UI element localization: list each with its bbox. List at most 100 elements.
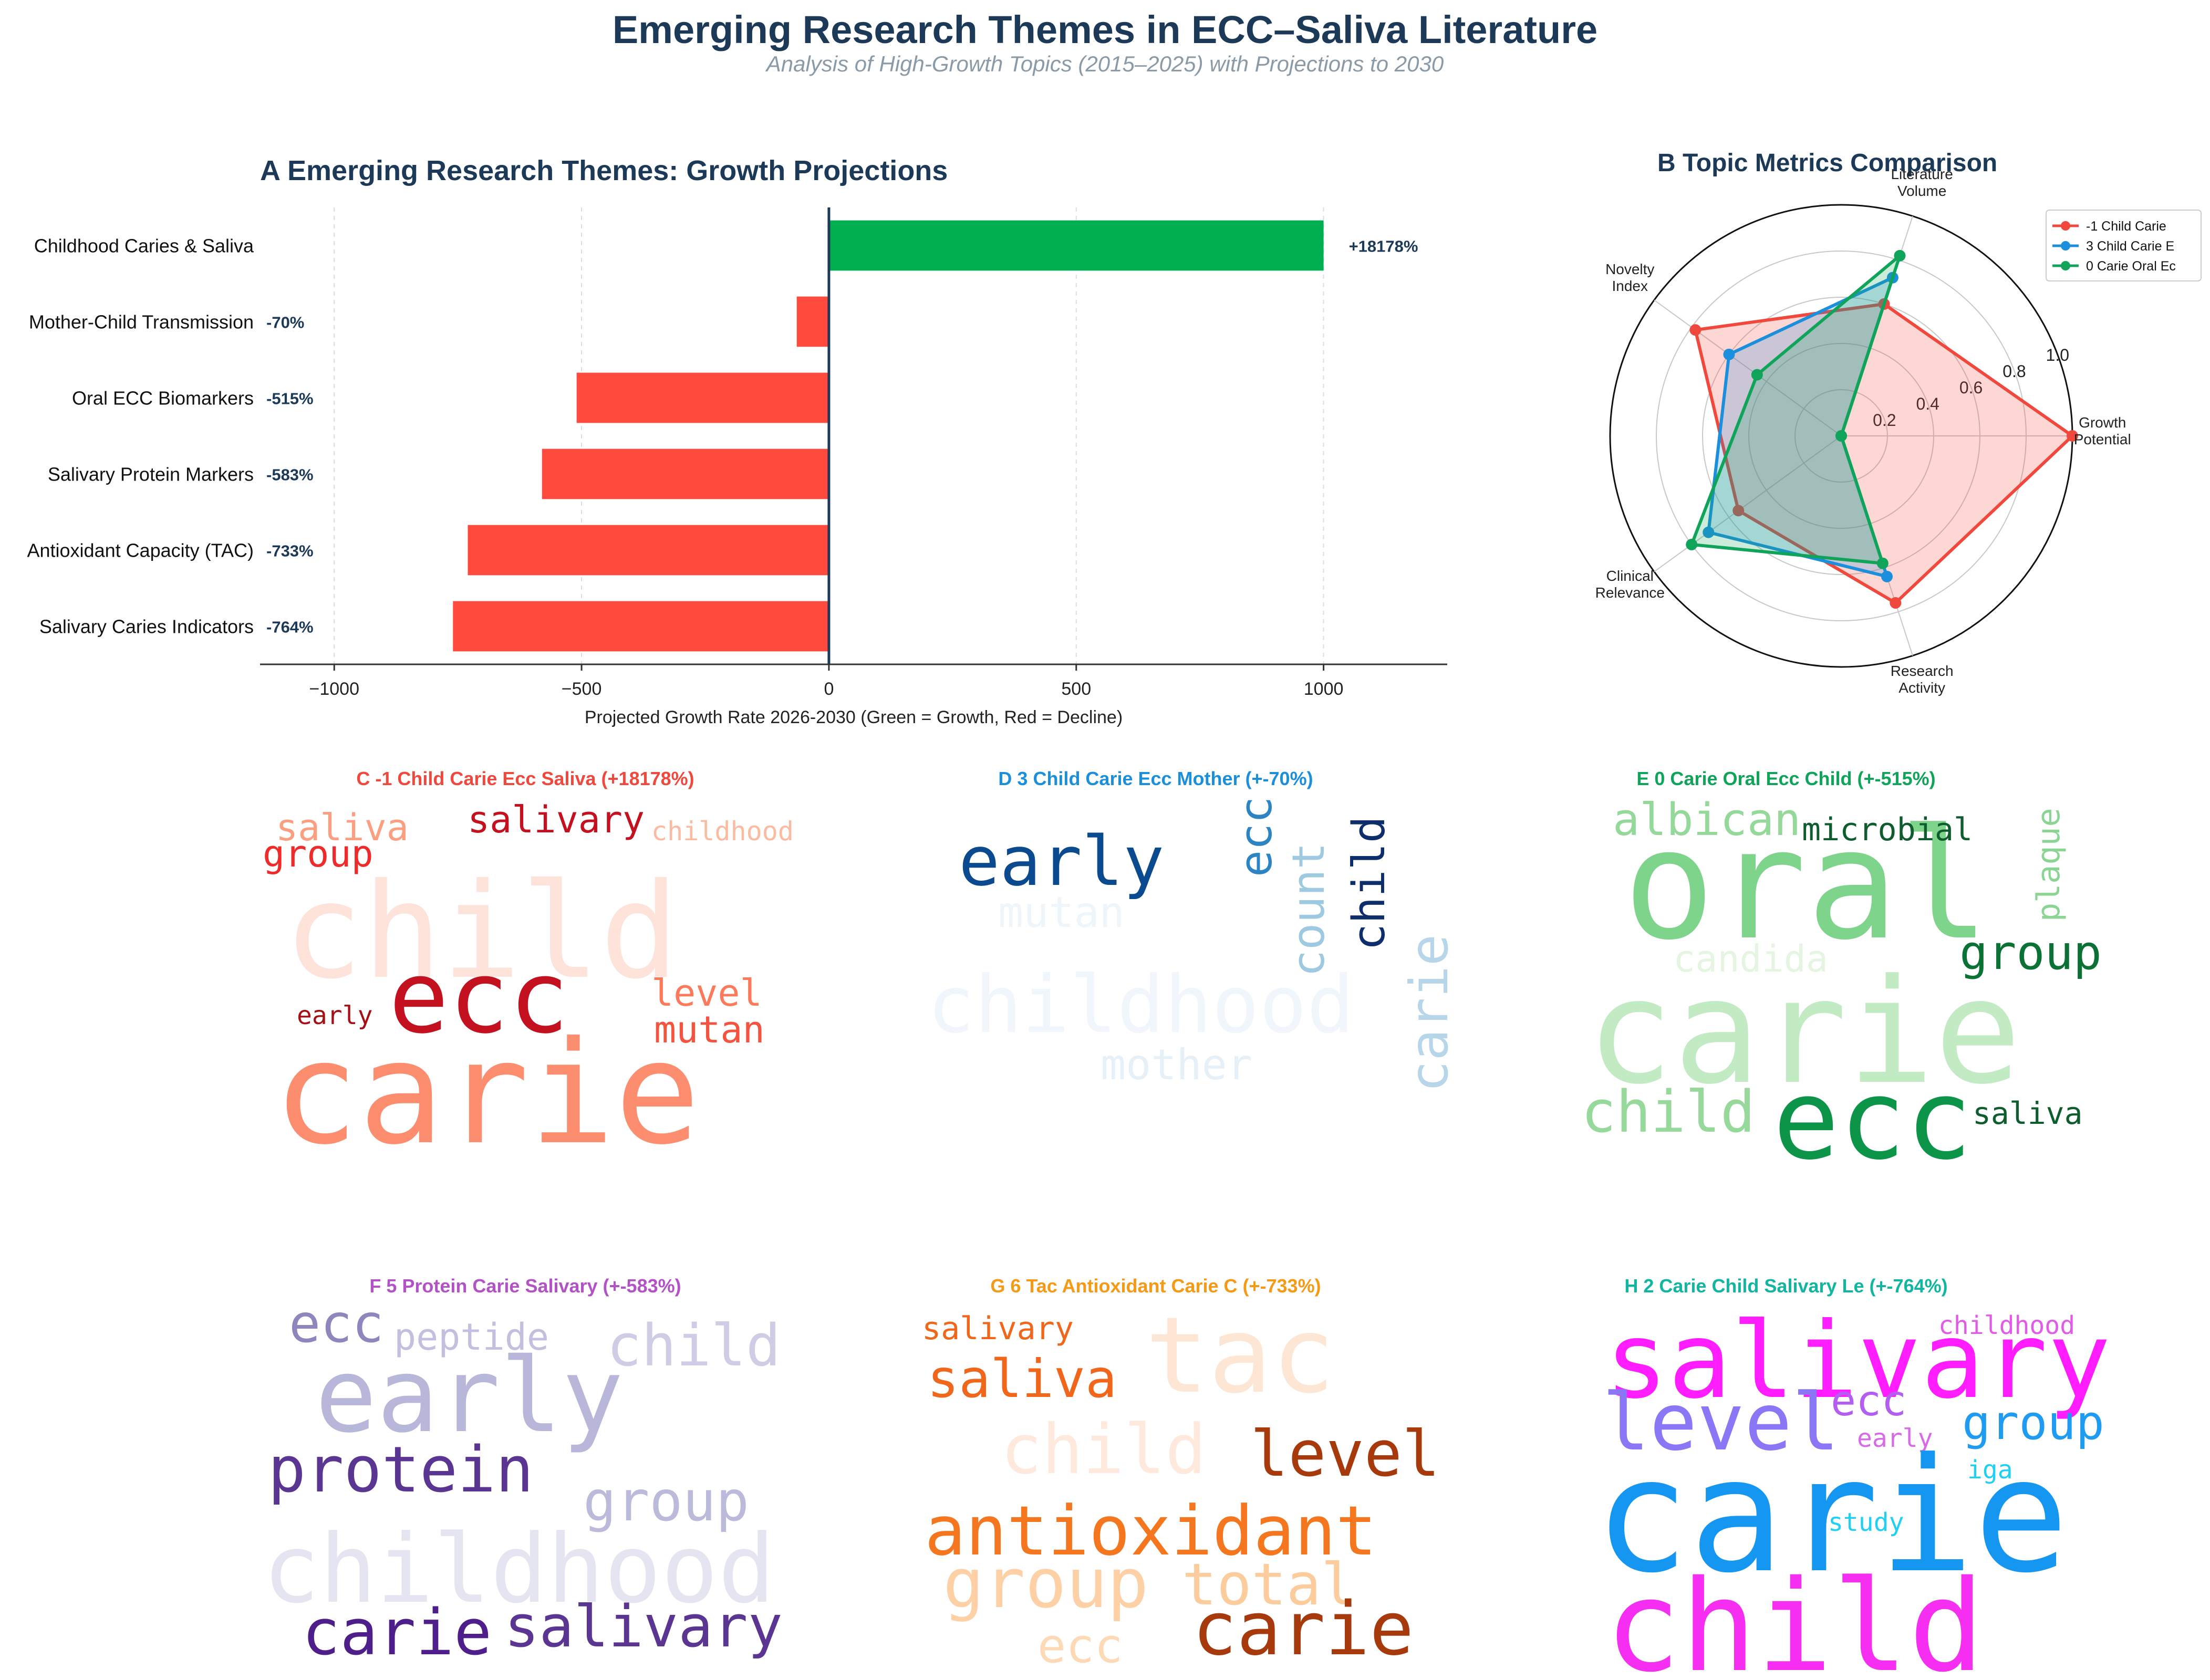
radar-spoke [1654,435,1842,572]
wordcloud-word: saliva [1973,1095,2083,1131]
wordcloud-word: mutan [654,1008,765,1051]
wordcloud-g-title: G 6 Tac Antioxidant Carie C (+-733%) [990,1275,1321,1297]
x-tick-label: 500 [1061,679,1091,699]
wordcloud-word: childhood [1938,1311,2075,1340]
bar-value-label: +18178% [1349,237,1418,256]
bar-value-label: -764% [266,618,314,636]
bar [453,601,829,652]
radar-point [1703,526,1715,538]
wordcloud-word: peptide [394,1316,549,1359]
wordcloud-word: saliva [276,806,409,849]
wordcloud-word: group [263,832,373,875]
wordcloud-word: early [297,1001,373,1030]
wordcloud-word: protein [268,1434,534,1507]
wordcloud-word: child [607,1312,781,1379]
x-tick-label: 0 [824,679,834,699]
wordcloud-word: early [315,1336,624,1455]
radar-axis-label: Research Activity [1891,663,1954,696]
radar-point [1876,557,1889,569]
radar-spoke [1841,435,1913,656]
wordcloud-word: iga [1967,1455,2013,1485]
radar-frame [1609,204,2073,668]
wordcloud-word: child [1605,1553,1984,1680]
radar-axis-label: Novelty Index [1605,261,1654,294]
wordcloud-word: early [1857,1424,1933,1453]
radar-point [1723,348,1735,360]
wordcloud-word: group [583,1469,749,1533]
wordcloud-word: candida [1673,937,1828,980]
radar-point [1878,298,1890,310]
legend-swatch-marker [2061,241,2070,251]
wordcloud-word: early [959,821,1164,901]
wordcloud-word: child [1001,1410,1206,1489]
radar-point [1686,538,1698,550]
bar-value-label: -733% [266,542,314,560]
radar-series-area [1689,251,1903,566]
y-tick-label: Salivary Caries Indicators [39,616,254,638]
wordcloud-word: albican [1613,794,1801,846]
legend-label: -1 Child Carie [2086,219,2166,234]
wordcloud-word: child [1581,1078,1755,1145]
radar-point [1881,570,1893,582]
radial-tick-label: 0.4 [1916,394,1939,413]
y-tick-label: Salivary Protein Markers [48,464,254,485]
wordcloud-h-title: H 2 Carie Child Salivary Le (+-764%) [1624,1275,1948,1297]
bar [576,372,829,423]
wordcloud-word: child [1343,816,1395,951]
x-tick-label: −1000 [309,679,360,699]
legend-swatch-marker [2061,261,2070,270]
wordcloud-word: mother [1101,1040,1252,1089]
wordcloud-word: childhood [263,1515,775,1624]
figure-subtitle: Analysis of High-Growth Topics (2015–202… [766,51,1444,76]
bar [828,220,1324,271]
radar-point [1886,272,1898,284]
wordcloud-word: count [1283,842,1335,977]
wordcloud-word: antioxidant [925,1491,1377,1571]
radar-point [1689,324,1701,336]
wordcloud-word: plaque [2030,808,2067,922]
figure-title: Emerging Research Themes in ECC–Saliva L… [612,8,1598,51]
legend-label: 3 Child Carie E [2086,239,2174,254]
wordcloud-word: carie [302,1596,492,1669]
wordcloud-word: carie [1398,934,1460,1092]
bar [468,525,829,576]
bar-chart-title: A Emerging Research Themes: Growth Proje… [260,155,948,186]
wordcloud-word: ecc [1773,1056,1972,1184]
wordcloud-word: group [1962,1395,2104,1451]
wordcloud-word: ecc [1230,796,1282,877]
wordcloud-word: study [1828,1508,1904,1537]
wordcloud-word: ecc [1831,1376,1907,1425]
radar-spoke [1654,299,1842,436]
radar-ring [1794,389,1888,483]
wordcloud-word: tac [1145,1295,1335,1417]
wordcloud-word: level [1602,1377,1840,1468]
wordcloud-word: ecc [389,940,569,1056]
wordcloud-word: oral [1623,797,1990,974]
bar-value-label: -70% [266,314,304,332]
radar-ring [1702,297,1980,575]
legend-label: 0 Carie Oral Ec [2086,259,2176,274]
y-tick-label: Mother-Child Transmission [29,311,254,333]
wordcloud-e-title: E 0 Carie Oral Ecc Child (+-515%) [1636,768,1936,789]
wordcloud-word: salivary [1605,1300,2111,1422]
wordcloud-word: ecc [1037,1619,1123,1674]
legend-swatch-marker [2061,221,2070,231]
radial-tick-label: 0.2 [1873,411,1896,430]
wordcloud-word: microbial [1802,811,1973,848]
radar-series-area [1706,275,1895,579]
wordcloud-word: carie [1192,1587,1414,1672]
wordcloud-d-title: D 3 Child Carie Ecc Mother (+-70%) [998,768,1313,789]
wordcloud-word: mutan [998,888,1125,937]
radial-tick-label: 0.8 [2003,362,2026,381]
bar-value-label: -515% [266,390,314,408]
y-tick-label: Antioxidant Capacity (TAC) [27,540,254,561]
radar-point [1890,597,1902,609]
x-tick-label: 1000 [1304,679,1344,699]
wordcloud-word: ecc [289,1293,384,1354]
wordcloud-word: level [651,972,762,1015]
wordcloud-word: child [284,855,679,1008]
radial-tick-label: 1.0 [2046,346,2069,364]
wordcloud-word: level [1250,1418,1440,1491]
